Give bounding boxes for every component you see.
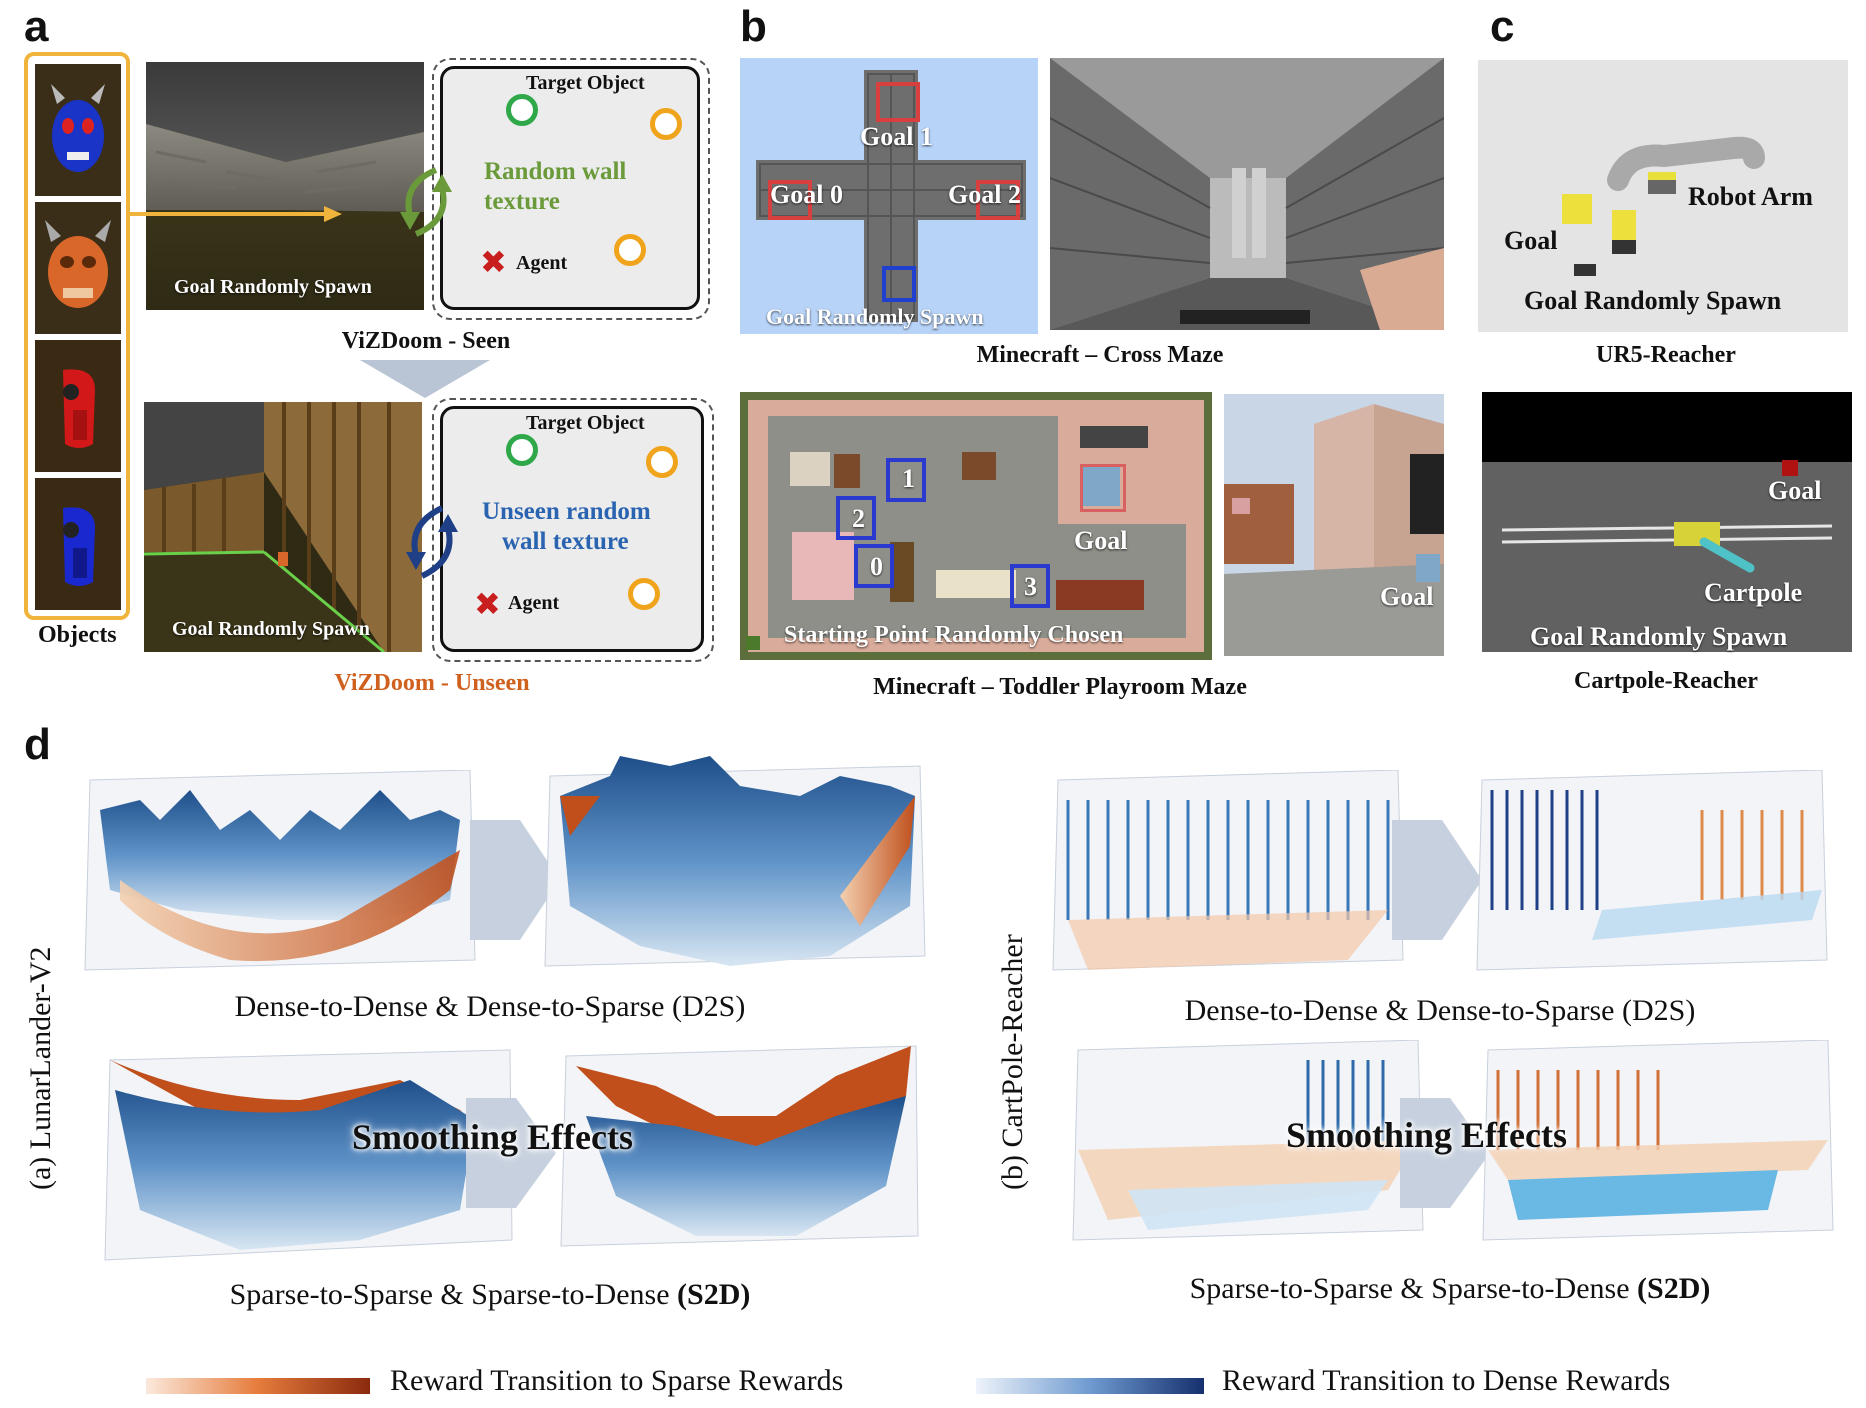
- cartpole-d2s-surface: [1476, 770, 1828, 971]
- object-red-key: [35, 340, 121, 472]
- right-bottom-caption-main: Sparse-to-Sparse & Sparse-to-Dense: [1189, 1272, 1638, 1305]
- ur5-scene: [1478, 60, 1848, 332]
- start-marker: [882, 266, 916, 302]
- object-blue-demon: [35, 64, 121, 196]
- cartpole-spawn-label: Goal Randomly Spawn: [1530, 622, 1788, 651]
- lunarlander-s2d-surface: [560, 1045, 919, 1247]
- object-marker-icon: [646, 446, 678, 478]
- lunarlander-dense-surface: [84, 770, 476, 971]
- legend-sparse-gradient: [146, 1378, 370, 1394]
- objects-column: [24, 52, 130, 620]
- toddler-caption: Minecraft – Toddler Playroom Maze: [873, 674, 1247, 700]
- cross-spawn-label: Goal Randomly Spawn: [766, 304, 984, 329]
- lunarlander-side-label: (a) LunarLander-V2: [24, 946, 57, 1190]
- unseen-diagram-frame: [432, 398, 714, 662]
- ur5-goal-label: Goal: [1504, 226, 1558, 255]
- cycle-arrows-icon: [406, 505, 458, 579]
- toddler-firstperson: [1224, 394, 1444, 656]
- ur5-robot-label: Robot Arm: [1688, 182, 1813, 211]
- seen-target-label: Target Object: [526, 72, 645, 94]
- toddler-number-3: 3: [1024, 572, 1037, 601]
- right-bottom-caption-bold: (S2D): [1637, 1272, 1711, 1305]
- goal0-marker: [768, 180, 812, 220]
- unseen-scene-label: Goal Randomly Spawn: [172, 618, 370, 640]
- cross-maze-caption: Minecraft – Cross Maze: [976, 342, 1224, 368]
- vizdoom-seen-caption: ViZDoom - Seen: [341, 328, 511, 354]
- seen-diagram: [440, 66, 700, 310]
- toddler-number-0: 0: [870, 552, 883, 581]
- object-orange-skull: [35, 202, 121, 334]
- toddler-goal-side-label: Goal: [1380, 582, 1434, 611]
- cycle-arrows-icon: [400, 167, 452, 237]
- toddler-number-2: 2: [852, 504, 865, 533]
- cartpole-dense-surface: [1052, 770, 1404, 971]
- lunarlander-d2s-surface: [544, 756, 926, 967]
- right-bottom-caption: Sparse-to-Sparse & Sparse-to-Dense (S2D): [1100, 1272, 1800, 1306]
- transition-arrow-icon: [466, 1098, 556, 1208]
- cross-goal0-label: Goal 0: [770, 180, 843, 209]
- goal2-marker: [976, 180, 1020, 220]
- left-top-caption: Dense-to-Dense & Dense-to-Sparse (D2S): [234, 990, 746, 1023]
- legend-sparse-label: Reward Transition to Sparse Rewards: [390, 1364, 844, 1397]
- cross-goal1-label: Goal 1: [860, 122, 933, 151]
- seen-scene-label: Goal Randomly Spawn: [174, 276, 372, 298]
- seen-wall-label-1: Random wall: [484, 158, 627, 185]
- objects-label: Objects: [38, 622, 117, 648]
- seen-diagram-frame: [432, 58, 710, 320]
- cartpole-sparse-surface: [1072, 1040, 1424, 1241]
- unseen-wall-label-1: Unseen random: [482, 498, 651, 525]
- spawn-arrow-icon: [128, 206, 342, 222]
- agent-x-icon: ✖: [474, 585, 501, 623]
- unseen-agent-label: Agent: [508, 592, 560, 614]
- object-marker-icon: [614, 234, 646, 266]
- legend-dense-label: Reward Transition to Dense Rewards: [1222, 1364, 1671, 1397]
- goal1-marker: [876, 82, 920, 122]
- transition-arrow-icon: [1400, 1098, 1490, 1208]
- smoothing-effects-right: Smoothing Effects: [1286, 1115, 1567, 1155]
- panel-letter-a: a: [24, 2, 49, 51]
- cross-maze-topdown: [740, 58, 1038, 334]
- unseen-wall-label-2: wall texture: [502, 528, 629, 555]
- transition-arrow-icon: [470, 820, 560, 940]
- object-marker-icon: [628, 578, 660, 610]
- unseen-target-label: Target Object: [526, 412, 645, 434]
- toddler-start-label: Starting Point Randomly Chosen: [784, 622, 1124, 648]
- left-bottom-caption: Sparse-to-Sparse & Sparse-to-Dense (S2D): [140, 1278, 840, 1312]
- cross-maze-firstperson: [1050, 58, 1444, 330]
- lunarlander-sparse-surface: [104, 1049, 513, 1261]
- panel-letter-c: c: [1490, 2, 1515, 51]
- ur5-spawn-label: Goal Randomly Spawn: [1524, 286, 1782, 315]
- smoothing-effects-left: Smoothing Effects: [352, 1117, 633, 1157]
- toddler-goal-label: Goal: [1074, 526, 1128, 555]
- object-marker-icon: [650, 108, 682, 140]
- vizdoom-unseen-caption: ViZDoom - Unseen: [334, 670, 530, 696]
- legend-dense-gradient: [976, 1378, 1204, 1394]
- seen-wall-label-2: texture: [484, 188, 560, 215]
- toddler-number-1: 1: [902, 464, 915, 493]
- object-blue-key: [35, 478, 121, 610]
- right-top-caption: Dense-to-Dense & Dense-to-Sparse (D2S): [1184, 994, 1696, 1027]
- vizdoom-seen-scene: [146, 62, 424, 310]
- target-object-icon: [506, 94, 538, 126]
- cartpole-caption: Cartpole-Reacher: [1574, 668, 1758, 694]
- ur5-caption: UR5-Reacher: [1596, 342, 1736, 368]
- vizdoom-unseen-scene: [144, 402, 422, 652]
- cartpole-s2d-surface: [1482, 1040, 1834, 1241]
- left-bottom-caption-main: Sparse-to-Sparse & Sparse-to-Dense: [229, 1278, 678, 1311]
- toddler-topdown: [740, 392, 1212, 660]
- target-object-icon: [506, 434, 538, 466]
- left-bottom-caption-bold: (S2D): [677, 1278, 751, 1311]
- agent-x-icon: ✖: [480, 243, 507, 281]
- seen-agent-label: Agent: [516, 252, 568, 274]
- cartpole-scene: [1482, 392, 1852, 652]
- panel-letter-b: b: [740, 2, 767, 51]
- cartpole-side-label: (b) CartPole-Reacher: [996, 934, 1029, 1190]
- cartpole-goal-label: Goal: [1768, 476, 1822, 505]
- cross-goal2-label: Goal 2: [948, 180, 1021, 209]
- panel-letter-d: d: [24, 720, 51, 769]
- transition-arrow-icon: [1392, 820, 1482, 940]
- cartpole-cartpole-label: Cartpole: [1704, 578, 1803, 607]
- transition-arrow-icon: [360, 360, 490, 398]
